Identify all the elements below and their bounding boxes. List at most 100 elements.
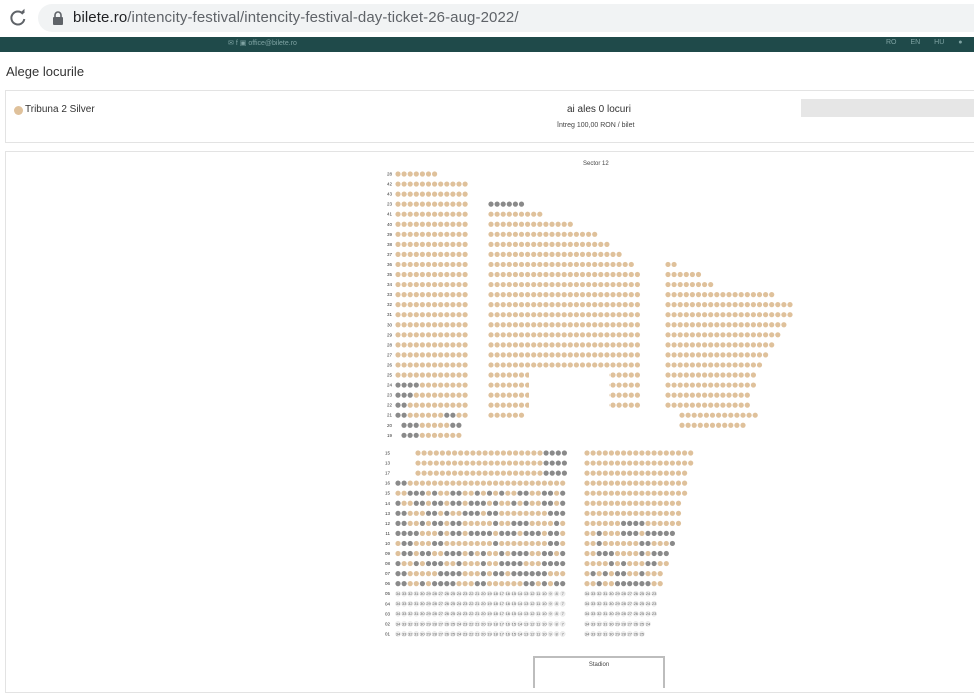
seat[interactable] xyxy=(425,520,432,526)
seat[interactable] xyxy=(462,560,468,567)
seat[interactable] xyxy=(750,352,757,358)
seat[interactable] xyxy=(505,510,511,516)
seat[interactable] xyxy=(677,292,683,298)
seat[interactable] xyxy=(488,382,494,388)
seat[interactable] xyxy=(555,352,561,358)
seat[interactable] xyxy=(505,490,511,496)
seat[interactable] xyxy=(519,470,525,476)
seat[interactable] xyxy=(444,560,450,567)
seat[interactable] xyxy=(610,332,616,338)
seat[interactable] xyxy=(633,480,639,486)
seat[interactable] xyxy=(413,171,419,177)
seat[interactable] xyxy=(708,292,714,298)
seat[interactable] xyxy=(734,422,740,428)
seat[interactable] xyxy=(604,312,610,318)
seat[interactable] xyxy=(493,530,499,536)
seat[interactable] xyxy=(738,292,744,298)
seat[interactable] xyxy=(621,500,627,506)
seat[interactable] xyxy=(732,362,738,368)
seat[interactable] xyxy=(738,392,744,398)
seat[interactable] xyxy=(549,332,555,338)
seat[interactable] xyxy=(401,342,407,348)
seat[interactable] xyxy=(561,261,567,268)
seat[interactable] xyxy=(621,480,627,486)
contact-email[interactable]: office@bilete.ro xyxy=(248,40,297,47)
seat[interactable] xyxy=(505,520,511,526)
seat[interactable] xyxy=(590,510,596,516)
seat[interactable] xyxy=(407,581,413,587)
seat[interactable] xyxy=(689,292,696,298)
seat[interactable] xyxy=(462,402,468,408)
seat[interactable] xyxy=(610,261,616,268)
seat[interactable] xyxy=(547,571,554,577)
seat[interactable] xyxy=(525,221,531,227)
seat[interactable] xyxy=(531,352,537,358)
seat[interactable] xyxy=(529,500,535,506)
seat[interactable] xyxy=(740,412,746,418)
seat[interactable] xyxy=(505,571,511,577)
seat[interactable] xyxy=(573,292,580,298)
seat[interactable] xyxy=(645,480,651,486)
seat[interactable] xyxy=(488,312,494,318)
seat[interactable] xyxy=(407,171,413,177)
seat[interactable] xyxy=(525,312,531,318)
seat[interactable] xyxy=(675,510,682,516)
seat[interactable] xyxy=(669,470,676,476)
seat[interactable] xyxy=(432,362,438,368)
seat[interactable] xyxy=(579,231,586,237)
seat[interactable] xyxy=(432,530,438,536)
seat[interactable] xyxy=(488,352,494,358)
seat[interactable] xyxy=(500,302,506,308)
seat[interactable] xyxy=(518,211,525,217)
seat[interactable] xyxy=(444,201,450,207)
seat[interactable] xyxy=(616,392,622,398)
seat[interactable] xyxy=(579,271,586,278)
seat[interactable] xyxy=(622,342,628,348)
seat[interactable] xyxy=(401,171,407,177)
seat[interactable] xyxy=(573,312,580,318)
seat[interactable] xyxy=(494,412,500,418)
seat[interactable] xyxy=(419,412,425,418)
seat[interactable] xyxy=(506,292,512,298)
seat[interactable] xyxy=(716,422,722,428)
seat[interactable] xyxy=(616,402,622,408)
seat[interactable] xyxy=(444,372,450,378)
seat[interactable] xyxy=(738,342,744,348)
seat[interactable] xyxy=(439,470,445,476)
seat[interactable] xyxy=(537,332,543,338)
seat[interactable] xyxy=(512,281,518,288)
seat[interactable] xyxy=(438,382,444,388)
seat[interactable] xyxy=(529,510,535,516)
seat[interactable] xyxy=(567,221,573,227)
seat[interactable] xyxy=(622,271,628,278)
seat[interactable] xyxy=(592,281,598,288)
seat[interactable] xyxy=(677,342,683,348)
seat[interactable] xyxy=(506,281,512,288)
info-link[interactable]: ● info xyxy=(958,39,974,46)
seat[interactable] xyxy=(756,332,763,338)
seat[interactable] xyxy=(456,352,462,358)
seat[interactable] xyxy=(456,342,462,348)
seat[interactable] xyxy=(425,261,432,268)
seat[interactable] xyxy=(622,362,628,368)
seat[interactable] xyxy=(419,392,425,398)
seat[interactable] xyxy=(474,560,480,567)
seat[interactable] xyxy=(622,392,628,398)
seat[interactable] xyxy=(726,352,732,358)
seat[interactable] xyxy=(494,231,500,237)
seat[interactable] xyxy=(425,201,432,207)
seat[interactable] xyxy=(592,332,598,338)
seat[interactable] xyxy=(675,520,682,526)
seat[interactable] xyxy=(543,261,549,268)
seat[interactable] xyxy=(462,382,468,388)
seat[interactable] xyxy=(456,402,462,408)
seat[interactable] xyxy=(462,281,468,288)
seat[interactable] xyxy=(756,312,763,318)
seat[interactable] xyxy=(432,251,438,257)
seat[interactable] xyxy=(518,392,525,398)
seat[interactable] xyxy=(500,362,506,368)
seat[interactable] xyxy=(419,191,425,197)
seat[interactable] xyxy=(450,352,456,358)
seat[interactable] xyxy=(537,450,543,456)
seat[interactable] xyxy=(517,510,523,516)
